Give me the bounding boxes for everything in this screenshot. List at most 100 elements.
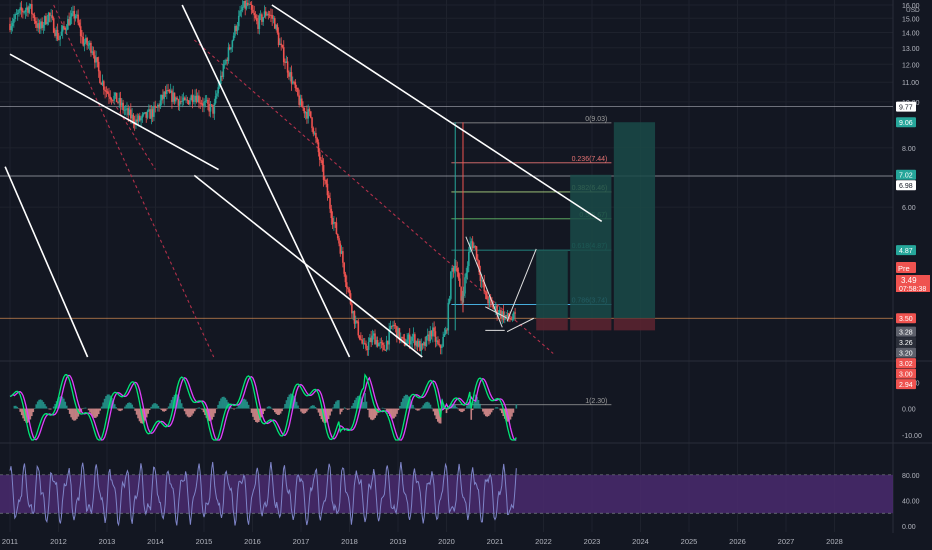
candle-body (389, 326, 392, 330)
stop-zone[interactable] (613, 318, 656, 331)
trendline[interactable] (271, 4, 603, 223)
candle-body (174, 97, 177, 102)
price-tick-label: 15.00 (902, 16, 920, 23)
candle-body (271, 15, 273, 19)
candle-body (43, 16, 46, 25)
candle-body (236, 26, 239, 31)
candle-body (148, 109, 150, 111)
candle-body (33, 15, 36, 22)
macd-histogram-bar (93, 408, 96, 418)
dashed-trendline[interactable] (193, 39, 554, 354)
macd-histogram-bar (428, 402, 430, 409)
macd-histogram-bar (212, 408, 215, 417)
candle-body (410, 340, 412, 345)
candle-body (459, 278, 461, 287)
candle-body (498, 310, 501, 315)
candle-body (267, 13, 270, 15)
candle-body (172, 92, 175, 102)
candle-body (162, 94, 164, 99)
macd-histogram-bar (486, 408, 489, 417)
candle-body (137, 115, 140, 122)
candle-body (482, 280, 484, 282)
wedge-pattern[interactable] (465, 236, 537, 333)
macd-histogram-bar (351, 405, 353, 409)
trendline[interactable] (4, 166, 89, 358)
macd-histogram-bar (129, 402, 132, 409)
macd-histogram-bar (332, 407, 334, 409)
macd-histogram-bar (225, 399, 228, 409)
candle-body (74, 15, 77, 19)
pattern-line[interactable] (506, 317, 535, 333)
macd-histogram-bar (180, 403, 183, 409)
stop-zone[interactable] (536, 318, 568, 331)
candle-body (169, 90, 172, 93)
candle-body (32, 14, 34, 16)
candle-body (293, 81, 295, 83)
macd-histogram-bar (455, 407, 458, 409)
macd-histogram-bar (97, 408, 100, 415)
trendline[interactable] (9, 53, 219, 171)
macd-histogram-bar (489, 408, 491, 415)
stop-zone[interactable] (570, 318, 612, 331)
candle-body (13, 18, 15, 24)
candle-body (416, 341, 419, 347)
candle-body (241, 7, 244, 11)
macd-histogram-bar (31, 408, 33, 417)
macd-tick-label: 0.00 (902, 407, 916, 414)
candle-body (330, 208, 333, 219)
macd-histogram-bar (348, 408, 350, 410)
candle-body (393, 324, 396, 326)
candle-body (415, 341, 417, 346)
candle-body (282, 47, 285, 63)
candle-body (82, 37, 85, 46)
target-zone[interactable] (570, 174, 612, 319)
candle-body (275, 24, 277, 29)
pattern-line[interactable] (506, 248, 537, 322)
candle-body (94, 55, 96, 63)
candle-body (430, 330, 433, 337)
candle-body (119, 97, 122, 106)
macd-histogram-bar (294, 398, 296, 409)
candle-body (204, 100, 207, 102)
bar-countdown: 07:58:38 (899, 286, 926, 293)
candle-body (142, 113, 145, 115)
trendlines[interactable] (4, 4, 603, 358)
candle-body (176, 97, 178, 100)
projection-boxes[interactable] (536, 122, 656, 331)
macd-histogram-bar (274, 408, 276, 413)
time-axis[interactable]: 2011 2012 2013 2014 2015 2016 2017 2018 2019 2020… (0, 533, 932, 550)
macd-histogram-bar (36, 401, 39, 409)
dashed-channel[interactable] (53, 4, 554, 358)
candle-body (234, 26, 236, 36)
trendline[interactable] (193, 174, 423, 358)
candle-body (335, 222, 338, 235)
candle-body (185, 99, 187, 101)
price-badge-label: 3.50 (899, 316, 913, 323)
candle-body (461, 295, 464, 301)
macd-histogram-bar (116, 408, 119, 410)
candle-body (387, 340, 389, 345)
candle-body (334, 222, 336, 223)
candle-body (304, 111, 307, 114)
macd-histogram-bar (461, 408, 464, 413)
trendline[interactable] (181, 4, 351, 358)
macd-histogram-bar (244, 399, 247, 409)
dashed-trendline[interactable] (53, 4, 215, 358)
candle-body (118, 97, 121, 103)
macd-histogram-bar (386, 408, 388, 412)
target-zone[interactable] (536, 250, 568, 319)
macd-histogram-bar (301, 408, 304, 414)
macd-histogram-bar (419, 408, 422, 410)
candle-body (338, 238, 340, 244)
pattern-line[interactable] (485, 306, 508, 319)
candle-body (149, 109, 151, 119)
candle-body (299, 98, 302, 105)
macd-histogram-bar (67, 408, 69, 410)
candle-body (290, 72, 293, 84)
candle-body (281, 44, 284, 48)
target-zone[interactable] (613, 122, 656, 319)
candle-body (495, 305, 497, 309)
candle-body (307, 109, 309, 119)
time-tick-label: 2027 (778, 537, 795, 546)
